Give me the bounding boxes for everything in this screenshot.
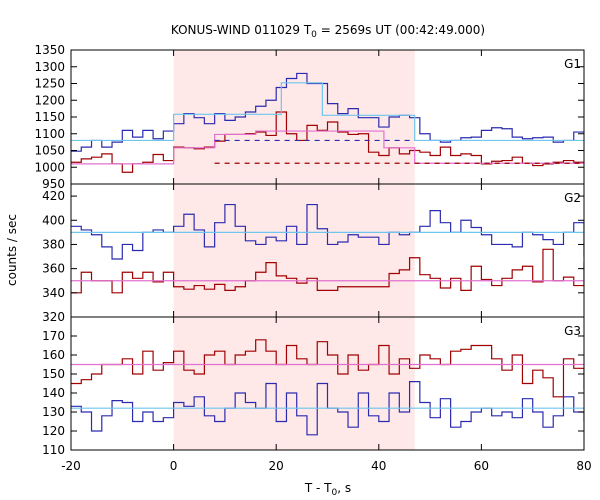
chart-title: KONUS-WIND 011029 T0 = 2569s UT (00:42:4…: [171, 23, 485, 40]
y-tick-label: 320: [42, 310, 65, 324]
x-tick-label: 60: [474, 459, 489, 473]
y-tick-label: 420: [42, 189, 65, 203]
y-tick-label: 1050: [34, 144, 65, 158]
y-tick-label: 1250: [34, 77, 65, 91]
panel-g2-series: [71, 203, 584, 294]
y-tick-label: 160: [42, 348, 65, 362]
x-tick-label: 40: [371, 459, 386, 473]
y-tick-label: 120: [42, 424, 65, 438]
panel-frame: [70, 316, 585, 451]
y-tick-label: 1350: [34, 43, 65, 57]
y-tick-label: 1200: [34, 93, 65, 107]
y-tick-label: 340: [42, 286, 65, 300]
panel-label-g2: G2: [564, 191, 581, 205]
y-tick-label: 130: [42, 405, 65, 419]
y-tick-label: 950: [42, 177, 65, 191]
tick-layer: 95010001050110011501200125013001350G1320…: [34, 43, 591, 473]
y-tick-label: 170: [42, 329, 65, 343]
y-tick-label: 110: [42, 443, 65, 457]
series-layer: [71, 72, 584, 436]
x-axis-label: T - T0, s: [304, 481, 351, 498]
series-blue-step-line: [71, 203, 584, 260]
y-tick-label: 1100: [34, 127, 65, 141]
panel-g3-series: [71, 339, 584, 436]
series-pink-step-line: [71, 130, 584, 165]
y-tick-label: 380: [42, 237, 65, 251]
series-blue-step-line: [71, 72, 584, 152]
panel-label-g1: G1: [564, 57, 581, 71]
panel-label-g3: G3: [564, 324, 581, 338]
x-tick-label: 80: [576, 459, 591, 473]
y-tick-label: 150: [42, 367, 65, 381]
x-tick-label: 20: [269, 459, 284, 473]
panel-g1-series: [71, 72, 584, 173]
x-tick-label: -20: [61, 459, 81, 473]
shade-layer: [173, 50, 415, 450]
x-tick-label: 0: [170, 459, 178, 473]
y-tick-label: 1150: [34, 110, 65, 124]
y-axis-label: counts / sec: [5, 214, 19, 286]
series-darkred-step-line: [71, 339, 584, 398]
y-tick-label: 1300: [34, 60, 65, 74]
trigger-interval-shade: [173, 50, 415, 450]
y-tick-label: 140: [42, 386, 65, 400]
y-tick-label: 1000: [34, 160, 65, 174]
y-tick-label: 400: [42, 213, 65, 227]
series-darkred-step-line: [71, 111, 584, 173]
series-cyan-step-line: [71, 82, 584, 142]
series-darkred-step-line: [71, 248, 584, 294]
y-tick-label: 360: [42, 262, 65, 276]
